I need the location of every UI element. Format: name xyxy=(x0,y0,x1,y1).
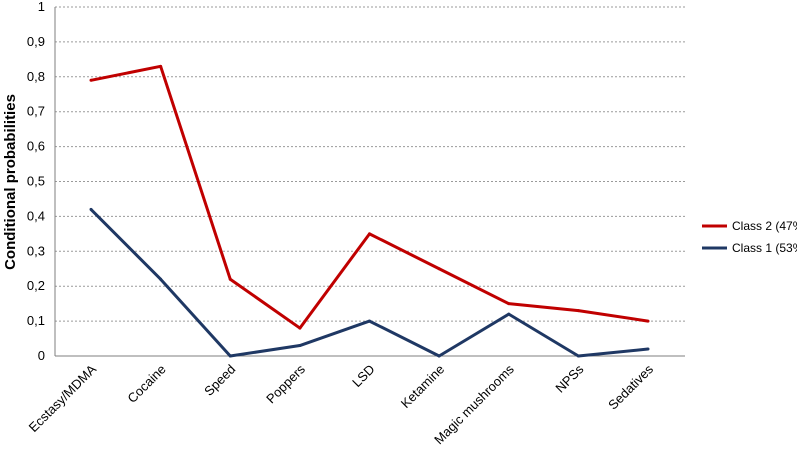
legend-label: Class 1 (53%) xyxy=(732,241,797,255)
series-line-1 xyxy=(90,64,649,330)
data-point xyxy=(298,326,302,330)
y-tick-labels: 0 0,1 0,2 0,3 0,4 0,5 0,6 0,7 0,8 0,9 1 xyxy=(27,0,45,363)
data-point xyxy=(437,267,441,271)
series-line-2 xyxy=(89,208,649,358)
x-tick-label: Ecstasy/MDMA xyxy=(26,361,100,435)
data-point xyxy=(368,319,371,323)
y-tick-label: 0,6 xyxy=(27,139,45,154)
y-axis-label: Conditional probabilities xyxy=(2,94,19,270)
y-tick-label: 0,3 xyxy=(27,243,45,258)
y-tick-label: 0,2 xyxy=(27,278,45,293)
data-point xyxy=(159,64,163,68)
data-point xyxy=(507,312,511,316)
x-tick-label: NPSs xyxy=(552,361,586,395)
y-tick-label: 0,4 xyxy=(27,208,45,223)
x-tick-label: Sedatives xyxy=(605,361,656,412)
y-tick-label: 0 xyxy=(38,348,45,363)
data-point xyxy=(368,232,371,236)
data-point xyxy=(228,354,232,358)
y-tick-label: 0,5 xyxy=(27,174,45,189)
axes xyxy=(54,7,685,357)
data-point xyxy=(159,277,163,281)
data-point xyxy=(298,344,302,348)
x-tick-label: Cocaine xyxy=(124,362,168,406)
x-tick-label: LSD xyxy=(349,362,377,390)
y-tick-label: 0,9 xyxy=(27,34,45,49)
data-point xyxy=(89,78,93,82)
data-point xyxy=(646,319,650,323)
legend: Class 2 (47%) Class 1 (53%) xyxy=(702,219,797,255)
data-point xyxy=(89,207,93,211)
data-point xyxy=(228,277,232,281)
data-point xyxy=(437,354,441,358)
series-lines xyxy=(89,64,650,358)
data-point xyxy=(576,354,580,358)
y-tick-label: 1 xyxy=(38,0,45,14)
data-point xyxy=(507,302,511,306)
y-tick-label: 0,1 xyxy=(27,313,45,328)
y-tick-label: 0,8 xyxy=(27,69,45,84)
x-tick-label: Speed xyxy=(201,362,238,399)
legend-label: Class 2 (47%) xyxy=(732,219,797,233)
y-tick-label: 0,7 xyxy=(27,104,45,119)
x-tick-label: Poppers xyxy=(263,361,308,406)
x-tick-label: Ketamine xyxy=(398,362,447,411)
x-tick-labels: Ecstasy/MDMA Cocaine Speed Poppers LSD Ketami… xyxy=(26,361,657,447)
gridlines xyxy=(55,6,685,322)
data-point xyxy=(646,347,650,351)
data-point xyxy=(576,309,580,313)
